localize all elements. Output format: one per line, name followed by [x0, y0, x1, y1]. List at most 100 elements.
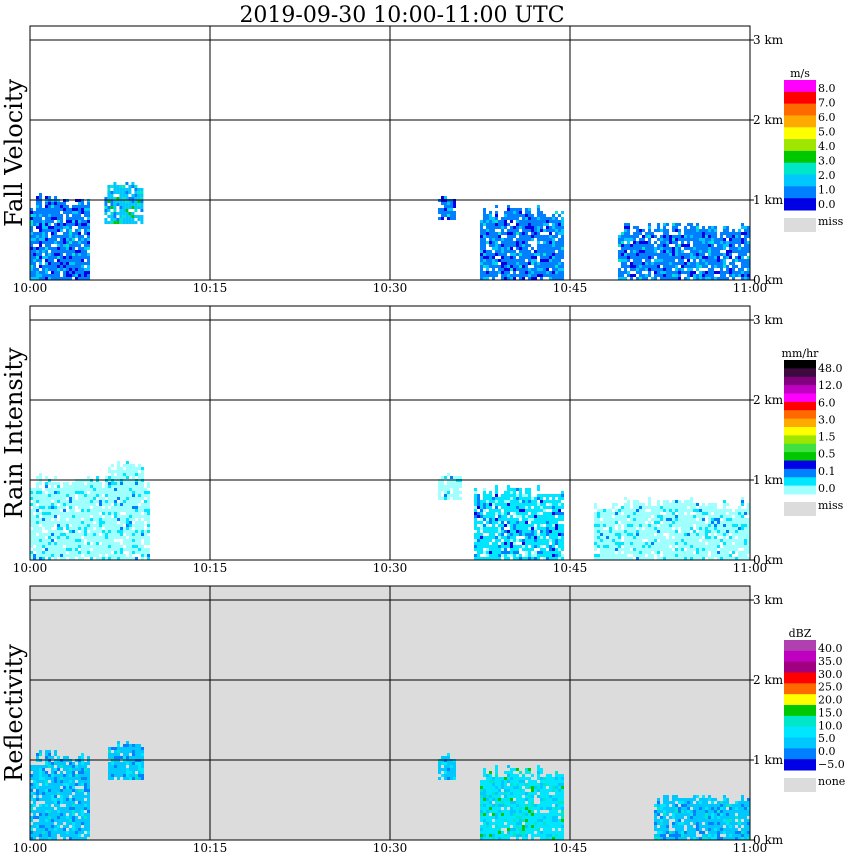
echo-4	[594, 497, 750, 560]
colorbar-label: 40.0	[818, 642, 843, 655]
colorbar-swatch	[784, 477, 816, 487]
colorbar-swatch	[784, 485, 816, 495]
y-tick-label: 1 km	[753, 473, 784, 487]
y-tick-label: 2 km	[753, 113, 784, 127]
colorbar-swatch	[784, 410, 816, 420]
colorbar-swatch	[784, 694, 816, 706]
colorbar-label: 0.0	[818, 482, 836, 495]
colorbar-swatch	[784, 198, 816, 211]
colorbar-miss-swatch	[784, 218, 816, 232]
y-tick-label: 2 km	[753, 393, 784, 407]
colorbar-swatch	[784, 186, 816, 199]
colorbar-miss-swatch	[784, 502, 816, 516]
echo-2	[438, 196, 456, 220]
y-tick-label: 2 km	[753, 673, 784, 687]
plot-frame	[29, 305, 751, 561]
colorbar-swatch	[784, 468, 816, 478]
colorbar-swatch	[784, 401, 816, 411]
colorbar-swatch	[784, 103, 816, 116]
colorbar-swatch	[784, 376, 816, 386]
colorbar-label: 0.5	[818, 448, 836, 461]
colorbar-swatch	[784, 162, 816, 176]
colorbar-unit: mm/hr	[782, 347, 820, 360]
colorbar-label: 48.0	[818, 362, 843, 375]
colorbar-swatch	[784, 460, 816, 470]
colorbar-label: 1.5	[818, 431, 836, 444]
colorbar-label: 2.0	[818, 169, 836, 182]
x-tick-label: 10:30	[373, 841, 408, 855]
colorbar-miss-label: miss	[818, 215, 844, 228]
colorbar-label: 3.0	[818, 413, 836, 426]
y-tick-label: 1 km	[753, 193, 784, 207]
y-tick-label: 0 km	[753, 553, 784, 567]
plot-frame	[29, 25, 751, 281]
colorbar-label: 7.0	[818, 97, 836, 110]
colorbar-label: 20.0	[818, 694, 843, 707]
colorbar-swatch	[784, 737, 816, 749]
panel-0: 0 km 1 km 2 km 3 km 10:00 10:15 10:30 10:45 11:0…	[0, 25, 844, 295]
echo-0	[30, 193, 90, 280]
grid	[30, 586, 750, 840]
colorbar-swatch	[784, 115, 816, 128]
colorbar-label: 6.0	[818, 111, 836, 124]
colorbar-label: 30.0	[818, 668, 843, 681]
colorbar-swatch	[784, 368, 816, 378]
colorbar-swatch	[784, 452, 816, 461]
colorbar-miss-label: miss	[818, 499, 844, 512]
colorbar-miss-label: none	[818, 775, 845, 788]
colorbar-label: 8.0	[818, 82, 836, 95]
echo-1	[104, 182, 144, 224]
colorbar-swatch	[784, 748, 816, 760]
colorbar-swatch	[784, 91, 816, 105]
echo-3	[480, 765, 564, 840]
echo-4	[654, 795, 750, 840]
y-tick-label: 0 km	[753, 273, 784, 287]
colorbar-swatch	[784, 435, 816, 445]
colorbar-label: 35.0	[818, 655, 843, 668]
colorbar-swatch	[784, 672, 816, 684]
colorbar-swatch	[784, 427, 816, 436]
echo-3	[480, 205, 564, 280]
panel-2: 0 km 1 km 2 km 3 km 10:00 10:15 10:30 10:45 11:0…	[0, 585, 845, 855]
colorbar-label: 3.0	[818, 155, 836, 168]
colorbar-swatch	[784, 139, 816, 152]
colorbar-swatch	[784, 726, 816, 738]
colorbar-swatch	[784, 393, 816, 403]
colorbar-miss-swatch	[784, 778, 816, 792]
x-tick-label: 10:45	[553, 561, 588, 575]
x-tick-label: 11:00	[733, 281, 768, 295]
echo-3	[474, 485, 564, 560]
x-tick-label: 10:00	[13, 281, 48, 295]
grid	[30, 26, 750, 280]
colorbar-label: 5.0	[818, 126, 836, 139]
echo-4	[618, 223, 750, 280]
panel-1: 0 km 1 km 2 km 3 km 10:00 10:15 10:30 10:45 11:0…	[0, 305, 844, 575]
x-tick-label: 11:00	[733, 561, 768, 575]
x-tick-label: 10:30	[373, 281, 408, 295]
x-tick-label: 10:45	[553, 281, 588, 295]
grid	[30, 306, 750, 560]
echo-1	[108, 741, 144, 780]
colorbar-unit: dBZ	[789, 627, 812, 640]
colorbar-label: 0.0	[818, 198, 836, 211]
colorbar-label: 0.1	[818, 465, 836, 478]
y-tick-label: 3 km	[753, 33, 784, 47]
colorbar-label: 15.0	[818, 706, 843, 719]
x-tick-label: 10:00	[13, 561, 48, 575]
colorbar-legend: dBZ 40.035.030.025.020.015.010.05.00.0−5.…	[784, 627, 845, 792]
colorbar-legend: m/s 8.0 7.06.0 5.04.0 3.02.0 1.00.0 miss	[784, 67, 844, 232]
x-tick-label: 10:15	[193, 281, 228, 295]
y-tick-label: 3 km	[753, 593, 784, 607]
colorbar-label: 1.0	[818, 184, 836, 197]
colorbar-swatch	[784, 443, 816, 453]
colorbar-legend: mm/hr 48.0 12.0 6.0 3.0 1.5 0.5 0.1 0.0 miss	[782, 347, 844, 516]
x-tick-label: 10:45	[553, 841, 588, 855]
figure-title: 2019-09-30 10:00-11:00 UTC	[239, 3, 564, 28]
colorbar-swatch	[784, 759, 816, 771]
colorbar-swatch	[784, 715, 816, 728]
colorbar-label: 4.0	[818, 140, 836, 153]
colorbar-swatch	[784, 661, 816, 673]
colorbar-swatch	[784, 80, 816, 93]
x-tick-label: 10:15	[193, 841, 228, 855]
